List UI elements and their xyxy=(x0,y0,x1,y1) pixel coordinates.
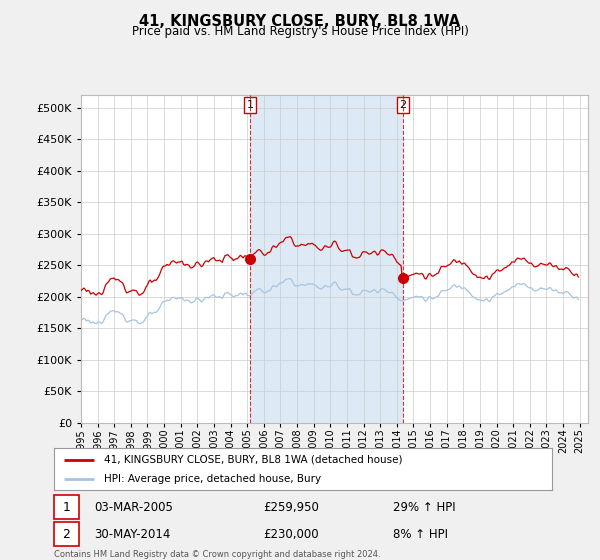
Text: Contains HM Land Registry data © Crown copyright and database right 2024.
This d: Contains HM Land Registry data © Crown c… xyxy=(54,550,380,560)
Bar xyxy=(54,495,79,520)
Text: 03-MAR-2005: 03-MAR-2005 xyxy=(94,501,173,514)
Text: 2: 2 xyxy=(62,528,70,541)
Text: 1: 1 xyxy=(62,501,70,514)
Bar xyxy=(250,95,403,423)
Text: 8% ↑ HPI: 8% ↑ HPI xyxy=(392,528,448,541)
Text: HPI: Average price, detached house, Bury: HPI: Average price, detached house, Bury xyxy=(104,474,321,484)
Text: Price paid vs. HM Land Registry's House Price Index (HPI): Price paid vs. HM Land Registry's House … xyxy=(131,25,469,38)
Text: 30-MAY-2014: 30-MAY-2014 xyxy=(94,528,170,541)
Text: 41, KINGSBURY CLOSE, BURY, BL8 1WA: 41, KINGSBURY CLOSE, BURY, BL8 1WA xyxy=(139,14,461,29)
Text: £259,950: £259,950 xyxy=(263,501,319,514)
Text: 2: 2 xyxy=(400,100,407,110)
Text: 1: 1 xyxy=(247,100,254,110)
Bar xyxy=(54,522,79,547)
Text: 29% ↑ HPI: 29% ↑ HPI xyxy=(392,501,455,514)
Text: £230,000: £230,000 xyxy=(263,528,319,541)
Text: 41, KINGSBURY CLOSE, BURY, BL8 1WA (detached house): 41, KINGSBURY CLOSE, BURY, BL8 1WA (deta… xyxy=(104,455,403,465)
